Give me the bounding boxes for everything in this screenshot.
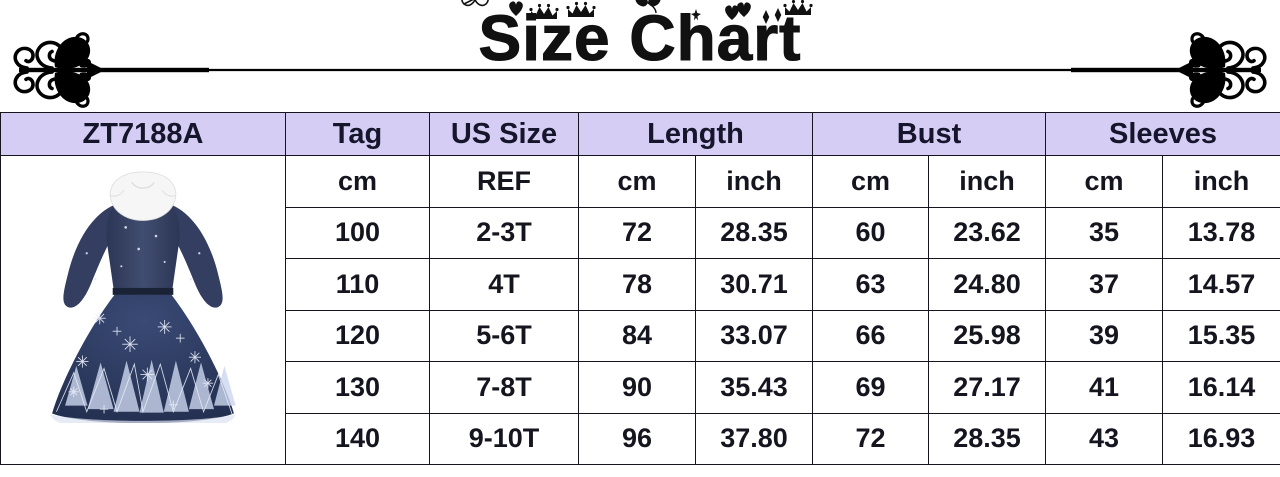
svg-text:Size Chart: Size Chart bbox=[479, 2, 802, 74]
